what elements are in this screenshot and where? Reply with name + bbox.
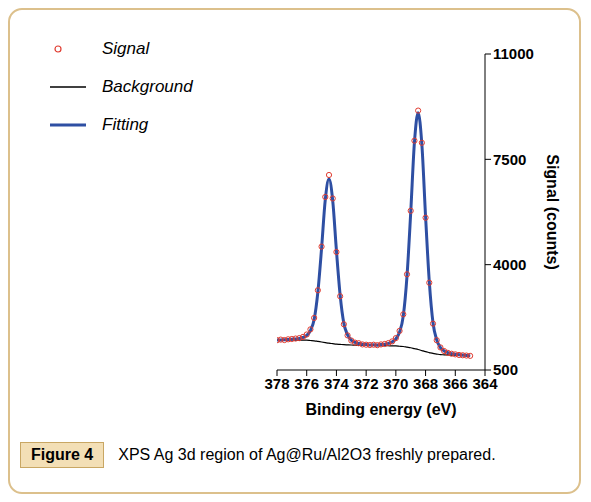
svg-text:372: 372	[354, 375, 379, 392]
svg-text:Signal (counts): Signal (counts)	[544, 154, 561, 270]
svg-text:370: 370	[383, 375, 408, 392]
svg-text:4000: 4000	[493, 256, 526, 273]
svg-text:368: 368	[413, 375, 438, 392]
svg-text:11000: 11000	[493, 45, 534, 62]
svg-text:500: 500	[493, 361, 518, 378]
svg-text:7500: 7500	[493, 151, 526, 168]
svg-text:364: 364	[472, 374, 498, 392]
html-text:Figure 4: Figure 4	[31, 446, 94, 463]
svg-text:366: 366	[443, 375, 468, 392]
svg-text:376: 376	[294, 375, 319, 392]
svg-text:378: 378	[264, 375, 289, 392]
html-text:XPS Ag 3d region of Ag@Ru/Al2O: XPS Ag 3d region of Ag@Ru/Al2O3 freshly …	[118, 446, 496, 463]
html-text:Background: Background	[102, 77, 193, 96]
svg-text:Binding energy (eV): Binding energy (eV)	[305, 401, 456, 418]
html-text:Signal: Signal	[102, 39, 150, 58]
svg-text:374: 374	[324, 375, 350, 392]
html-text:Fitting: Fitting	[102, 115, 149, 134]
